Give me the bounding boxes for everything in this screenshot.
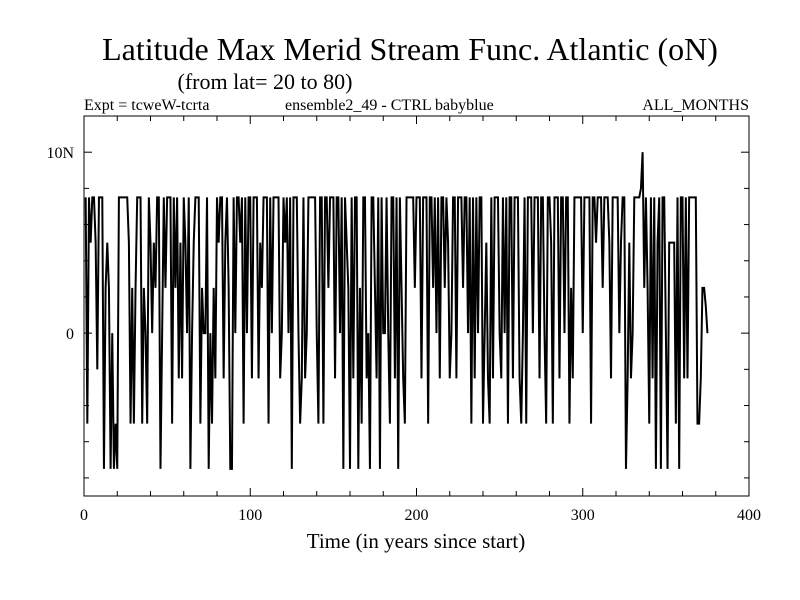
x-tick-label: 100: [238, 507, 262, 524]
months-label: ALL_MONTHS: [642, 97, 749, 114]
experiment-label: Expt = tcweW-tcrta: [84, 97, 209, 114]
axis-ticks: [83, 115, 750, 496]
series-line: [84, 152, 709, 470]
chart-title: Latitude Max Merid Stream Func. Atlantic…: [102, 31, 718, 67]
x-tick-label: 0: [80, 507, 88, 524]
tick-labels: 0 100 200 300 400 10N 0: [46, 145, 761, 524]
x-tick-label: 400: [737, 507, 761, 524]
chart-subtitle: (from lat= 20 to 80): [178, 69, 353, 94]
x-axis-label: Time (in years since start): [307, 529, 526, 553]
y-tick-label: 10N: [46, 145, 74, 162]
x-tick-label: 200: [405, 507, 429, 524]
series-group: [84, 152, 709, 470]
x-tick-label: 300: [571, 507, 595, 524]
ensemble-label: ensemble2_49 - CTRL babyblue: [285, 97, 494, 114]
y-tick-label: 0: [66, 326, 74, 343]
